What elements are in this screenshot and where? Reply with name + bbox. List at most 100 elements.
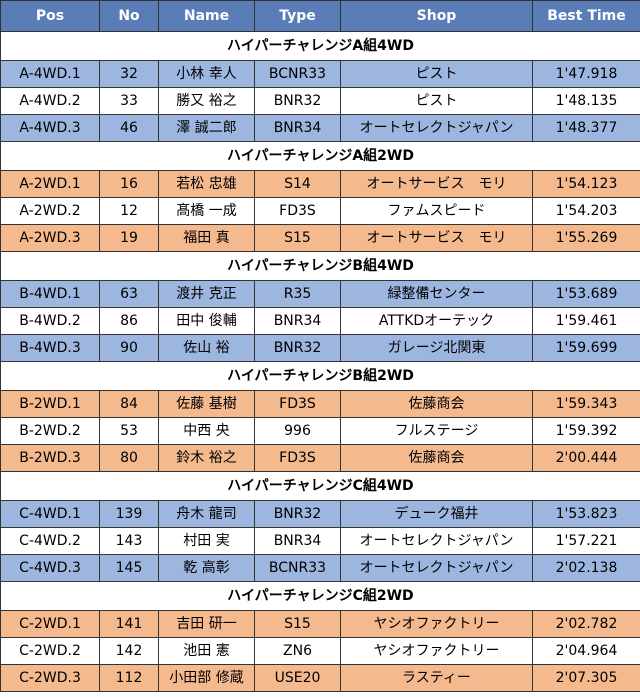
pos-cell: B-4WD.2: [0, 307, 100, 335]
name-cell: 若松 忠雄: [158, 170, 255, 198]
type-cell: R35: [254, 280, 341, 308]
header-pos: Pos: [0, 0, 100, 32]
best-time-cell: 1'59.343: [532, 390, 640, 418]
best-time-cell: 2'00.444: [532, 444, 640, 472]
header-best-time: Best Time: [532, 0, 640, 32]
no-cell: 33: [99, 87, 159, 115]
no-cell: 32: [99, 60, 159, 88]
no-cell: 12: [99, 197, 159, 225]
no-cell: 16: [99, 170, 159, 198]
shop-cell: ファムスピード: [340, 197, 533, 225]
group-title: ハイパーチャレンジA組2WD: [0, 141, 640, 171]
no-cell: 46: [99, 114, 159, 142]
type-cell: USE20: [254, 664, 341, 692]
pos-cell: A-2WD.3: [0, 224, 100, 252]
group-header-row: ハイパーチャレンジA組4WD: [0, 31, 640, 61]
table-row: B-2WD.2 53 中西 央 996 フルステージ 1'59.392: [0, 417, 640, 445]
shop-cell: オートサービス モリ: [340, 170, 533, 198]
pos-cell: C-4WD.3: [0, 554, 100, 582]
shop-cell: フルステージ: [340, 417, 533, 445]
no-cell: 53: [99, 417, 159, 445]
pos-cell: A-2WD.1: [0, 170, 100, 198]
best-time-cell: 2'07.305: [532, 664, 640, 692]
pos-cell: C-2WD.3: [0, 664, 100, 692]
no-cell: 143: [99, 527, 159, 555]
type-cell: ZN6: [254, 637, 341, 665]
no-cell: 90: [99, 334, 159, 362]
no-cell: 19: [99, 224, 159, 252]
best-time-cell: 2'04.964: [532, 637, 640, 665]
shop-cell: ピスト: [340, 87, 533, 115]
group-title: ハイパーチャレンジB組2WD: [0, 361, 640, 391]
name-cell: 吉田 研一: [158, 610, 255, 638]
table-row: A-4WD.3 46 澤 誠二郎 BNR34 オートセレクトジャパン 1'48.377: [0, 114, 640, 142]
no-cell: 86: [99, 307, 159, 335]
type-cell: FD3S: [254, 390, 341, 418]
best-time-cell: 1'55.269: [532, 224, 640, 252]
shop-cell: ピスト: [340, 60, 533, 88]
name-cell: 村田 実: [158, 527, 255, 555]
shop-cell: ラスティー: [340, 664, 533, 692]
name-cell: 鈴木 裕之: [158, 444, 255, 472]
best-time-cell: 1'59.392: [532, 417, 640, 445]
shop-cell: デューク福井: [340, 500, 533, 528]
type-cell: BNR32: [254, 87, 341, 115]
table-row: C-4WD.3 145 乾 高彰 BCNR33 オートセレクトジャパン 2'02.138: [0, 554, 640, 582]
group-header-row: ハイパーチャレンジB組2WD: [0, 361, 640, 391]
shop-cell: 佐藤商会: [340, 390, 533, 418]
best-time-cell: 1'59.699: [532, 334, 640, 362]
name-cell: 髙橋 一成: [158, 197, 255, 225]
group-title: ハイパーチャレンジC組4WD: [0, 471, 640, 501]
no-cell: 80: [99, 444, 159, 472]
group-title: ハイパーチャレンジA組4WD: [0, 31, 640, 61]
no-cell: 84: [99, 390, 159, 418]
shop-cell: オートセレクトジャパン: [340, 114, 533, 142]
name-cell: 乾 高彰: [158, 554, 255, 582]
type-cell: S15: [254, 224, 341, 252]
shop-cell: オートサービス モリ: [340, 224, 533, 252]
name-cell: 渡井 克正: [158, 280, 255, 308]
shop-cell: オートセレクトジャパン: [340, 527, 533, 555]
table-row: A-2WD.2 12 髙橋 一成 FD3S ファムスピード 1'54.203: [0, 197, 640, 225]
no-cell: 63: [99, 280, 159, 308]
pos-cell: C-4WD.2: [0, 527, 100, 555]
name-cell: 福田 真: [158, 224, 255, 252]
best-time-cell: 1'48.135: [532, 87, 640, 115]
no-cell: 141: [99, 610, 159, 638]
pos-cell: C-4WD.1: [0, 500, 100, 528]
pos-cell: A-4WD.1: [0, 60, 100, 88]
table-row: B-4WD.3 90 佐山 裕 BNR32 ガレージ北関東 1'59.699: [0, 334, 640, 362]
header-type: Type: [254, 0, 341, 32]
table-row: A-2WD.1 16 若松 忠雄 S14 オートサービス モリ 1'54.123: [0, 170, 640, 198]
no-cell: 145: [99, 554, 159, 582]
pos-cell: C-2WD.2: [0, 637, 100, 665]
best-time-cell: 1'54.123: [532, 170, 640, 198]
type-cell: FD3S: [254, 197, 341, 225]
pos-cell: B-2WD.3: [0, 444, 100, 472]
type-cell: BNR34: [254, 114, 341, 142]
pos-cell: B-4WD.3: [0, 334, 100, 362]
type-cell: BNR32: [254, 500, 341, 528]
name-cell: 澤 誠二郎: [158, 114, 255, 142]
header-row: Pos No Name Type Shop Best Time: [0, 0, 640, 32]
best-time-cell: 1'57.221: [532, 527, 640, 555]
name-cell: 佐山 裕: [158, 334, 255, 362]
header-no: No: [99, 0, 159, 32]
best-time-cell: 1'59.461: [532, 307, 640, 335]
name-cell: 勝又 裕之: [158, 87, 255, 115]
no-cell: 142: [99, 637, 159, 665]
no-cell: 112: [99, 664, 159, 692]
table-row: C-2WD.3 112 小田部 修蔵 USE20 ラスティー 2'07.305: [0, 664, 640, 692]
table-row: B-4WD.2 86 田中 俊輔 BNR34 ATTKDオーテック 1'59.461: [0, 307, 640, 335]
group-header-row: ハイパーチャレンジC組2WD: [0, 581, 640, 611]
shop-cell: 佐藤商会: [340, 444, 533, 472]
group-header-row: ハイパーチャレンジA組2WD: [0, 141, 640, 171]
table-row: C-4WD.2 143 村田 実 BNR34 オートセレクトジャパン 1'57.221: [0, 527, 640, 555]
name-cell: 中西 央: [158, 417, 255, 445]
best-time-cell: 1'47.918: [532, 60, 640, 88]
shop-cell: ヤシオファクトリー: [340, 637, 533, 665]
header-shop: Shop: [340, 0, 533, 32]
table-row: B-2WD.3 80 鈴木 裕之 FD3S 佐藤商会 2'00.444: [0, 444, 640, 472]
group-title: ハイパーチャレンジC組2WD: [0, 581, 640, 611]
table-row: A-2WD.3 19 福田 真 S15 オートサービス モリ 1'55.269: [0, 224, 640, 252]
